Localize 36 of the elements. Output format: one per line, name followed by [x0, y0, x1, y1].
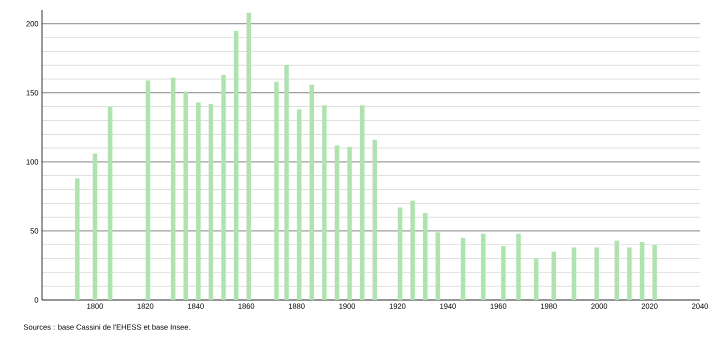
- bar: [480, 234, 486, 300]
- bar: [334, 145, 340, 300]
- bar: [501, 246, 506, 300]
- bar: [183, 91, 188, 300]
- bar: [534, 258, 538, 300]
- bar: [572, 248, 576, 300]
- bar: [422, 213, 428, 300]
- bar: [640, 242, 644, 300]
- bar: [372, 140, 378, 300]
- bar: [347, 146, 352, 300]
- bar: [652, 244, 657, 300]
- bar: [196, 102, 201, 300]
- bar: [92, 154, 98, 300]
- bar: [274, 82, 279, 300]
- bar: [221, 74, 226, 300]
- bar: [436, 232, 440, 300]
- bar: [284, 65, 289, 300]
- bar: [460, 238, 466, 300]
- bar: [516, 234, 521, 300]
- bar: [170, 78, 176, 300]
- bar: [552, 252, 556, 300]
- bar: [234, 30, 238, 300]
- bar: [410, 200, 415, 300]
- bar: [627, 248, 632, 300]
- bar: [594, 248, 599, 300]
- bar: [322, 105, 327, 300]
- bar: [614, 240, 620, 300]
- bar: [146, 80, 150, 300]
- bar: [208, 104, 214, 300]
- bar: [398, 207, 402, 300]
- bar: [108, 106, 112, 300]
- bar: [360, 105, 364, 300]
- bar: [296, 109, 302, 300]
- bar: [75, 178, 80, 300]
- bar: [246, 12, 251, 300]
- bar: [310, 84, 314, 300]
